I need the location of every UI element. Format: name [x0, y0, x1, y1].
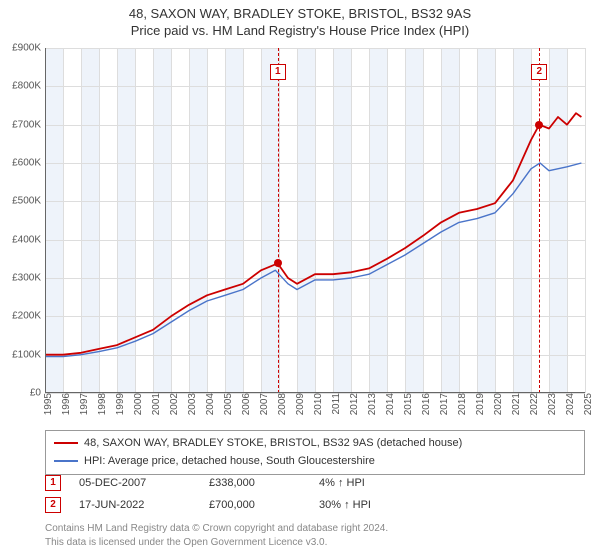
- x-tick-label: 2011: [329, 393, 342, 415]
- x-tick-label: 2017: [437, 393, 450, 415]
- x-tick-label: 1999: [113, 393, 126, 415]
- y-tick-label: £900K: [12, 43, 45, 54]
- x-tick-label: 2024: [563, 393, 576, 415]
- sale-row: 1 05-DEC-2007£338,0004% ↑ HPI: [45, 472, 585, 494]
- sale-row-marker: 1: [45, 475, 61, 491]
- x-tick-label: 1995: [41, 393, 54, 415]
- y-tick-label: £200K: [12, 311, 45, 322]
- sale-date: 05-DEC-2007: [79, 477, 209, 489]
- x-tick-label: 2002: [167, 393, 180, 415]
- y-tick-label: £800K: [12, 81, 45, 92]
- x-axis-line: [45, 392, 585, 393]
- sale-row-marker: 2: [45, 497, 61, 513]
- x-tick-label: 2025: [581, 393, 594, 415]
- sale-delta: 4% ↑ HPI: [319, 477, 419, 489]
- chart-subtitle: Price paid vs. HM Land Registry's House …: [0, 23, 600, 42]
- y-tick-label: £100K: [12, 349, 45, 360]
- legend-item: HPI: Average price, detached house, Sout…: [54, 453, 576, 471]
- chart-plot-area: £0£100K£200K£300K£400K£500K£600K£700K£80…: [45, 48, 585, 393]
- y-tick-label: £400K: [12, 234, 45, 245]
- x-tick-label: 2013: [365, 393, 378, 415]
- y-tick-label: £600K: [12, 158, 45, 169]
- legend-label: HPI: Average price, detached house, Sout…: [84, 455, 375, 467]
- x-tick-label: 2016: [419, 393, 432, 415]
- chart-title: 48, SAXON WAY, BRADLEY STOKE, BRISTOL, B…: [0, 0, 600, 23]
- footer-attribution: Contains HM Land Registry data © Crown c…: [45, 522, 388, 549]
- legend-box: 48, SAXON WAY, BRADLEY STOKE, BRISTOL, B…: [45, 430, 585, 475]
- sale-delta: 30% ↑ HPI: [319, 499, 419, 511]
- x-tick-label: 2021: [509, 393, 522, 415]
- legend-swatch: [54, 442, 78, 444]
- sales-list: 1 05-DEC-2007£338,0004% ↑ HPI 2 17-JUN-2022…: [45, 472, 585, 516]
- x-tick-label: 1996: [59, 393, 72, 415]
- x-tick-label: 2004: [203, 393, 216, 415]
- legend-swatch: [54, 460, 78, 462]
- x-tick-label: 2015: [401, 393, 414, 415]
- sale-row: 2 17-JUN-2022£700,00030% ↑ HPI: [45, 494, 585, 516]
- x-tick-label: 2009: [293, 393, 306, 415]
- x-tick-label: 2006: [239, 393, 252, 415]
- x-tick-label: 2023: [545, 393, 558, 415]
- y-tick-label: £300K: [12, 273, 45, 284]
- sale-price: £338,000: [209, 477, 319, 489]
- x-tick-label: 1998: [95, 393, 108, 415]
- footer-line-2: This data is licensed under the Open Gov…: [45, 536, 388, 550]
- x-tick-label: 2003: [185, 393, 198, 415]
- v-gridline: [585, 48, 586, 393]
- x-tick-label: 2020: [491, 393, 504, 415]
- footer-line-1: Contains HM Land Registry data © Crown c…: [45, 522, 388, 536]
- x-tick-label: 1997: [77, 393, 90, 415]
- series-line-property: [45, 113, 581, 355]
- x-tick-label: 2005: [221, 393, 234, 415]
- x-tick-label: 2008: [275, 393, 288, 415]
- series-line-hpi: [45, 163, 581, 357]
- x-tick-label: 2019: [473, 393, 486, 415]
- series-svg: [45, 48, 585, 393]
- legend-label: 48, SAXON WAY, BRADLEY STOKE, BRISTOL, B…: [84, 437, 462, 449]
- x-tick-label: 2012: [347, 393, 360, 415]
- legend-item: 48, SAXON WAY, BRADLEY STOKE, BRISTOL, B…: [54, 435, 576, 453]
- x-tick-label: 2018: [455, 393, 468, 415]
- y-tick-label: £700K: [12, 119, 45, 130]
- x-tick-label: 2007: [257, 393, 270, 415]
- y-tick-label: £500K: [12, 196, 45, 207]
- sale-price: £700,000: [209, 499, 319, 511]
- x-tick-label: 2000: [131, 393, 144, 415]
- sale-date: 17-JUN-2022: [79, 499, 209, 511]
- x-tick-label: 2014: [383, 393, 396, 415]
- x-tick-label: 2010: [311, 393, 324, 415]
- x-tick-label: 2022: [527, 393, 540, 415]
- x-tick-label: 2001: [149, 393, 162, 415]
- y-axis-line: [45, 48, 46, 393]
- chart-container: 48, SAXON WAY, BRADLEY STOKE, BRISTOL, B…: [0, 0, 600, 560]
